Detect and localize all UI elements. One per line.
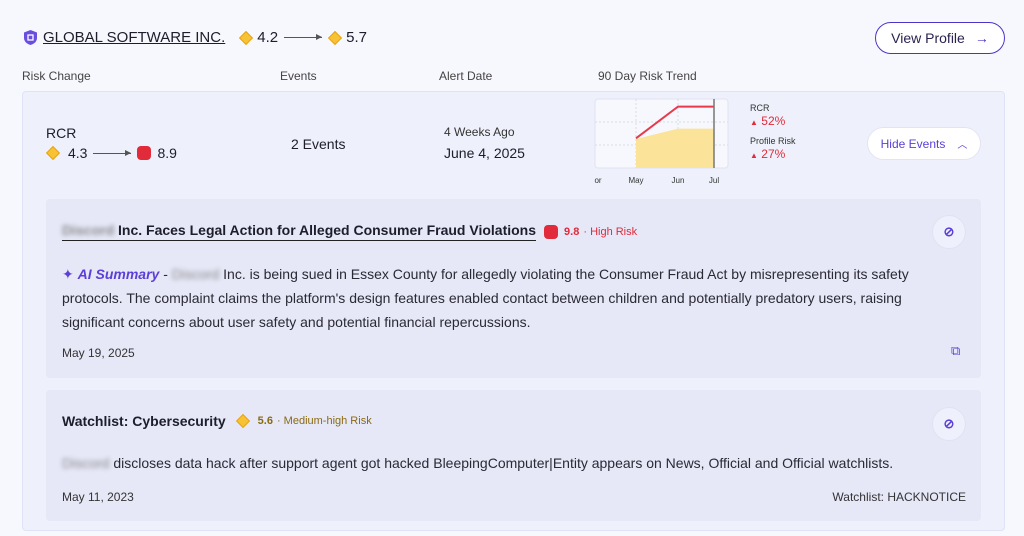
col-alert-date: Alert Date xyxy=(439,69,493,83)
separator: - xyxy=(163,266,168,282)
medium-risk-icon xyxy=(328,30,343,45)
risk-change: RCR 4.3 8.9 xyxy=(45,125,177,161)
event-text: discloses data hack after support agent … xyxy=(113,455,894,471)
high-risk-icon xyxy=(137,146,152,160)
col-events: Events xyxy=(280,69,317,83)
metric-label: RCR xyxy=(46,125,77,141)
view-profile-label: View Profile xyxy=(891,30,965,46)
hide-event-button[interactable]: ⊘ xyxy=(932,215,966,249)
profile-change: ▲ 27% xyxy=(750,147,786,161)
score-from: 4.2 xyxy=(257,29,279,46)
chevron-up-icon: ︿ xyxy=(957,140,968,151)
arrow-icon xyxy=(284,34,323,40)
alert-relative: 4 Weeks Ago xyxy=(444,125,515,139)
external-link-icon[interactable]: ⧉ xyxy=(951,343,961,358)
medium-risk-icon xyxy=(45,145,61,161)
event-date: May 19, 2025 xyxy=(62,346,135,360)
eye-off-icon: ⊘ xyxy=(943,416,955,431)
rcr-change: ▲ 52% xyxy=(750,114,786,128)
rcr-from: 4.3 xyxy=(68,145,88,161)
hide-events-button[interactable]: Hide Events ︿ xyxy=(867,127,981,160)
rcr-legend-label: RCR xyxy=(750,103,770,113)
redacted-name: Discord xyxy=(171,266,220,282)
hide-events-label: Hide Events xyxy=(880,136,946,151)
col-trend: 90 Day Risk Trend xyxy=(598,69,697,83)
profile-legend-label: Profile Risk xyxy=(750,136,796,146)
alert-date-value: June 4, 2025 xyxy=(444,145,525,161)
event-title: Watchlist: Cybersecurity xyxy=(62,413,226,429)
trend-legend: RCR ▲ 52% Profile Risk ▲ 27% xyxy=(750,103,796,161)
up-triangle-icon: ▲ xyxy=(750,118,758,127)
risk-trend-chart: or May Jun Jul xyxy=(594,98,729,185)
event-title-link[interactable]: Discord Inc. Faces Legal Action for Alle… xyxy=(62,222,537,241)
company-link[interactable]: GLOBAL SOFTWARE INC. xyxy=(43,29,226,46)
redacted-name: Discord xyxy=(62,455,110,471)
event-summary: ✦ AI Summary - Discord Inc. is being sue… xyxy=(62,262,952,334)
company-header: GLOBAL SOFTWARE INC. 4.2 5.7 xyxy=(24,29,367,46)
high-risk-icon xyxy=(544,224,559,239)
sparkle-icon: ✦ xyxy=(62,266,74,282)
event-risk: · Medium-high Risk xyxy=(276,415,372,427)
x-tick-label: Jun xyxy=(672,176,685,185)
watchlist-source: Watchlist: HACKNOTICE xyxy=(832,490,966,504)
view-profile-button[interactable]: View Profile → xyxy=(875,22,1005,54)
score-to: 5.7 xyxy=(346,29,367,46)
arrow-icon xyxy=(93,149,132,156)
summary-text: Inc. is being sued in Essex County for a… xyxy=(62,266,909,330)
profile-risk-area xyxy=(636,128,714,168)
medium-risk-icon xyxy=(235,413,250,429)
event-card: Watchlist: Cybersecurity 5.6 · Medium-hi… xyxy=(46,390,981,521)
event-score: 5.6 xyxy=(257,415,273,427)
event-score: 9.8 xyxy=(564,225,580,238)
medium-risk-icon xyxy=(239,30,254,45)
event-body: Discord discloses data hack after suppor… xyxy=(62,455,893,471)
x-tick-label: or xyxy=(594,176,601,185)
x-tick-label: May xyxy=(628,176,643,185)
shield-icon xyxy=(24,30,37,45)
events-count: 2 Events xyxy=(291,136,346,152)
redacted-name: Discord xyxy=(62,222,115,238)
event-card: Discord Inc. Faces Legal Action for Alle… xyxy=(46,199,981,378)
event-risk: · High Risk xyxy=(583,225,638,238)
rcr-to: 8.9 xyxy=(157,145,177,161)
arrow-right-icon: → xyxy=(974,30,989,46)
eye-off-icon: ⊘ xyxy=(943,224,955,239)
col-risk-change: Risk Change xyxy=(22,69,91,83)
hide-event-button[interactable]: ⊘ xyxy=(932,407,966,441)
rcr-line xyxy=(635,105,714,140)
event-date: May 11, 2023 xyxy=(62,490,134,504)
alert-date: 4 Weeks Ago June 4, 2025 xyxy=(444,125,525,161)
event-title: Inc. Faces Legal Action for Alleged Cons… xyxy=(118,222,537,238)
x-tick-label: Jul xyxy=(709,176,719,185)
ai-summary-label: AI Summary xyxy=(77,266,160,282)
up-triangle-icon: ▲ xyxy=(750,151,758,160)
